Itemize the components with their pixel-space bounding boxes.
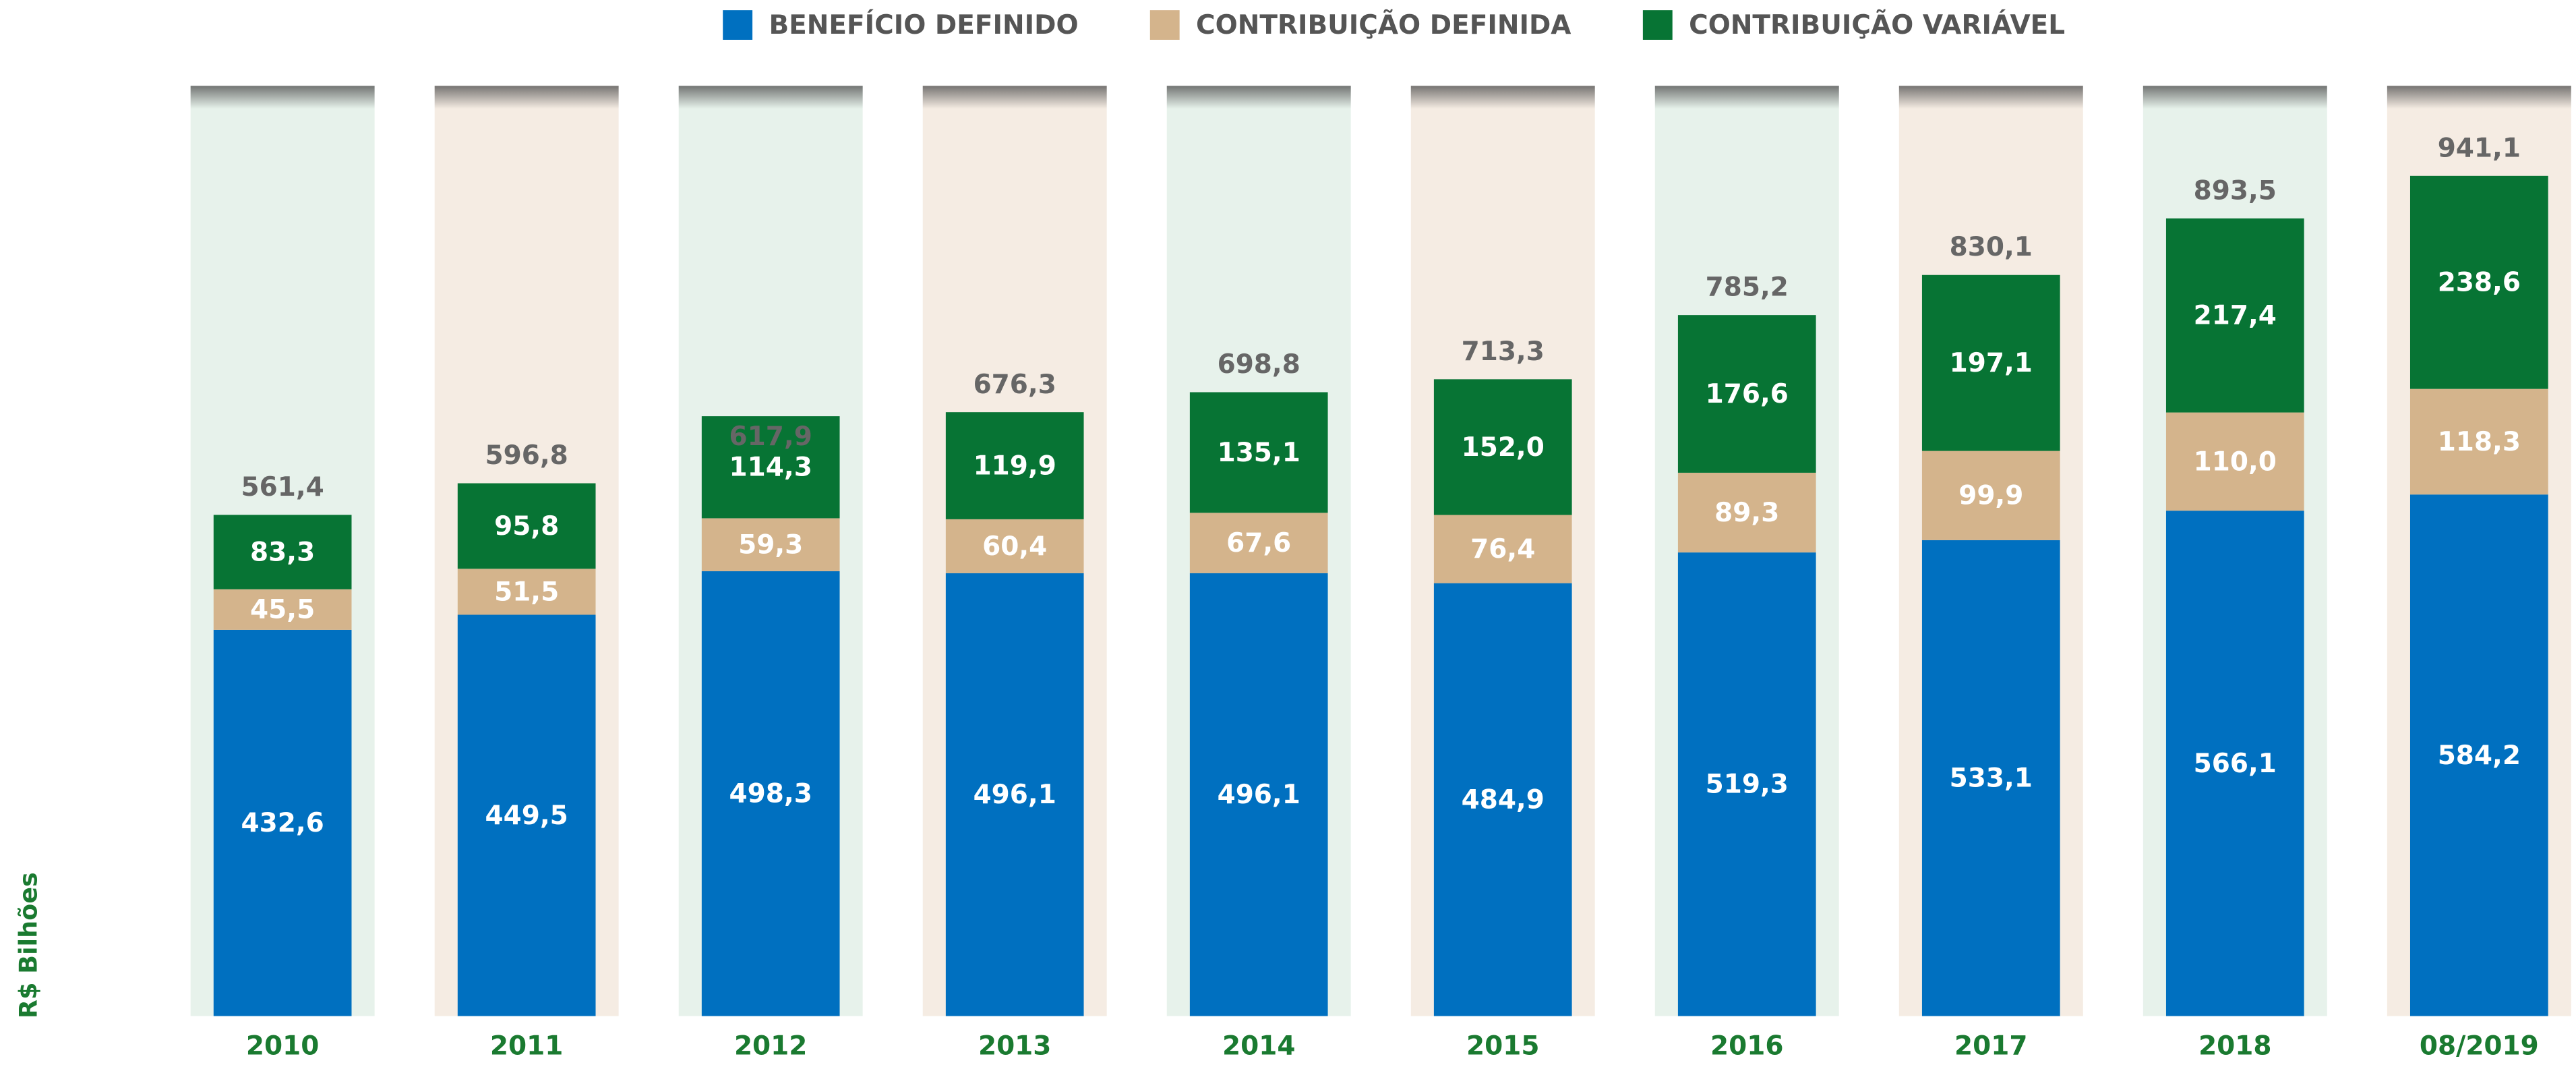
data-label: 566,1 [2194,749,2277,779]
data-label: 135,1 [1218,438,1300,468]
column-shade [190,86,375,109]
total-label: 617,9 [729,422,812,452]
total-label: 893,5 [2194,175,2277,206]
data-label: 89,3 [1714,498,1779,528]
bar-segment [1433,583,1572,1016]
x-tick-label: 2010 [246,1031,319,1061]
bar-segment [945,412,1084,519]
data-label: 584,2 [2438,741,2521,771]
data-label: 496,1 [1218,780,1300,810]
bar-segment [1677,315,1816,473]
column-shade [2387,86,2571,109]
data-label: 176,6 [1706,379,1789,409]
bar-segment [1433,379,1572,515]
bar-segment [457,569,596,615]
data-label: 59,3 [738,530,803,560]
bar-segment [2165,218,2304,413]
data-label: 118,3 [2438,427,2521,457]
data-label: 95,8 [494,511,559,542]
data-label: 519,3 [1706,770,1789,800]
column-shade [1166,86,1351,109]
x-tick-label: 2013 [978,1031,1051,1061]
x-tick-label: 08/2019 [2420,1031,2539,1061]
x-tick-label: 2015 [1466,1031,1539,1061]
data-label: 217,4 [2194,301,2277,331]
data-label: 238,6 [2438,268,2521,298]
column-shade [1898,86,2083,109]
data-label: 432,6 [241,808,324,838]
legend-label: BENEFÍCIO DEFINIDO [769,9,1078,40]
data-label: 45,5 [250,595,315,625]
x-tick-label: 2014 [1222,1031,1295,1061]
total-label: 713,3 [1462,337,1545,367]
bar-segment [457,483,596,569]
column-shade [434,86,619,109]
bar-segment [1189,573,1328,1016]
data-label: 83,3 [250,537,315,567]
data-label: 197,1 [1950,348,2033,378]
bar-segment [1921,451,2060,540]
x-tick-label: 2016 [1710,1031,1783,1061]
data-label: 114,3 [729,453,812,483]
bar-segment [2409,494,2548,1016]
bar-segment [1921,540,2060,1016]
bar-segment [945,519,1084,573]
x-tick-label: 2011 [490,1031,563,1061]
data-label: 110,0 [2194,446,2277,477]
total-label: 941,1 [2438,133,2521,163]
bar-segment [1921,275,2060,451]
column-shade [678,86,863,109]
x-tick-label: 2017 [1954,1031,2027,1061]
bar-segment [213,515,352,589]
bar-segment [2409,175,2548,389]
data-label: 119,9 [974,451,1056,481]
bar-segment [1677,472,1816,553]
bar-segment [1189,392,1328,513]
data-label: 484,9 [1462,785,1545,815]
data-label: 449,5 [485,801,568,831]
data-label: 533,1 [1950,763,2033,794]
total-label: 561,4 [241,472,324,502]
legend-swatch [723,10,753,40]
bar-segment [213,629,352,1016]
bar-segment [213,589,352,630]
column-shade [2143,86,2327,109]
bar-segment [457,614,596,1016]
y-axis-label: R$ Bilhões [13,872,42,1018]
data-label: 498,3 [729,779,812,809]
data-label: 51,5 [494,577,559,607]
bar-segment [1433,515,1572,583]
bar-segment [2409,388,2548,495]
bar-segment [945,573,1084,1016]
data-label: 60,4 [982,531,1047,562]
bar-segment [2165,412,2304,511]
total-label: 676,3 [974,370,1056,400]
legend-label: CONTRIBUIÇÃO DEFINIDA [1196,9,1571,40]
bar-segment [701,518,840,571]
x-tick-label: 2018 [2198,1031,2271,1061]
legend-swatch [1149,10,1180,40]
legend-swatch [1642,10,1673,40]
data-label: 76,4 [1470,534,1535,565]
column-shade [1410,86,1595,109]
bar-segment [1189,513,1328,573]
bar-segment [701,416,840,519]
data-label: 99,9 [1958,481,2023,511]
data-label: 496,1 [974,780,1056,810]
total-label: 596,8 [485,440,568,471]
x-tick-label: 2012 [734,1031,807,1061]
total-label: 830,1 [1950,232,2033,262]
column-shade [1654,86,1839,109]
total-label: 698,8 [1218,349,1300,380]
bar-segment [2165,511,2304,1016]
data-label: 152,0 [1462,432,1545,463]
total-label: 785,2 [1706,272,1789,303]
column-shade [922,86,1107,109]
legend-label: CONTRIBUIÇÃO VARIÁVEL [1689,9,2065,40]
data-label: 67,6 [1226,528,1291,558]
bar-segment [701,571,840,1016]
bar-segment [1677,552,1816,1016]
